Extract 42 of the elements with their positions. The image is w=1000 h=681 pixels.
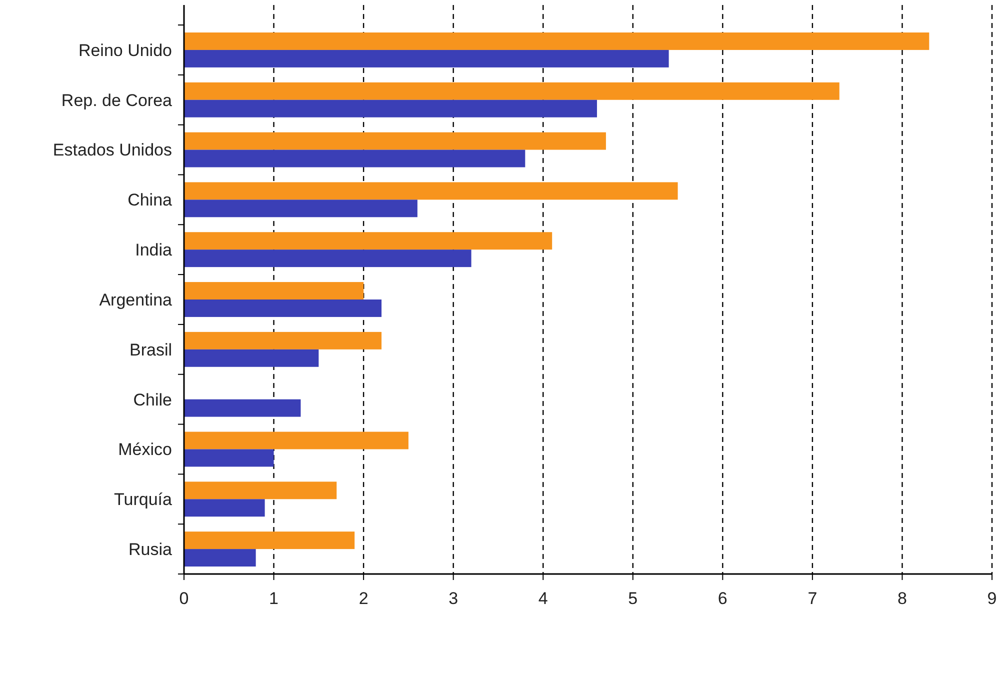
y-tick-label: China bbox=[128, 190, 173, 210]
bar bbox=[184, 482, 337, 500]
y-tick-label: Rep. de Corea bbox=[61, 90, 173, 110]
bar bbox=[184, 399, 301, 417]
bar bbox=[184, 499, 265, 517]
bar bbox=[184, 250, 472, 268]
bar bbox=[184, 50, 669, 68]
y-tick-label: Turquía bbox=[114, 490, 173, 510]
bar bbox=[184, 82, 840, 100]
bar bbox=[184, 300, 382, 317]
x-tick-label: 6 bbox=[718, 589, 728, 608]
x-tick-label: 0 bbox=[179, 589, 189, 608]
y-tick-label: Rusia bbox=[128, 540, 173, 559]
bar bbox=[184, 549, 256, 567]
bar bbox=[184, 332, 382, 350]
bar bbox=[184, 200, 418, 218]
bar bbox=[184, 182, 678, 200]
x-tick-label: 1 bbox=[269, 589, 279, 608]
y-tick-label: Reino Unido bbox=[78, 40, 172, 60]
y-tick-label: Chile bbox=[133, 390, 172, 410]
x-tick-label: 4 bbox=[538, 589, 548, 608]
x-tick-label: 5 bbox=[628, 589, 638, 608]
bar bbox=[184, 32, 930, 50]
x-tick-label: 9 bbox=[987, 589, 997, 608]
y-tick-label: Estados Unidos bbox=[52, 140, 172, 160]
bar bbox=[184, 432, 408, 450]
bar bbox=[184, 100, 597, 118]
x-tick-label: 8 bbox=[897, 589, 907, 608]
bar bbox=[184, 449, 274, 467]
bar bbox=[184, 150, 526, 168]
x-tick-label: 7 bbox=[808, 589, 818, 608]
y-tick-label: Argentina bbox=[99, 290, 173, 310]
bar bbox=[184, 532, 355, 550]
x-tick-label: 3 bbox=[448, 589, 458, 608]
y-tick-label: México bbox=[118, 440, 172, 460]
y-tick-label: India bbox=[135, 240, 173, 260]
x-tick-label: 2 bbox=[358, 589, 368, 608]
bar bbox=[184, 232, 552, 250]
bar bbox=[184, 132, 606, 150]
bar bbox=[184, 349, 319, 367]
y-tick-label: Brasil bbox=[129, 340, 172, 360]
bar bbox=[184, 282, 364, 300]
